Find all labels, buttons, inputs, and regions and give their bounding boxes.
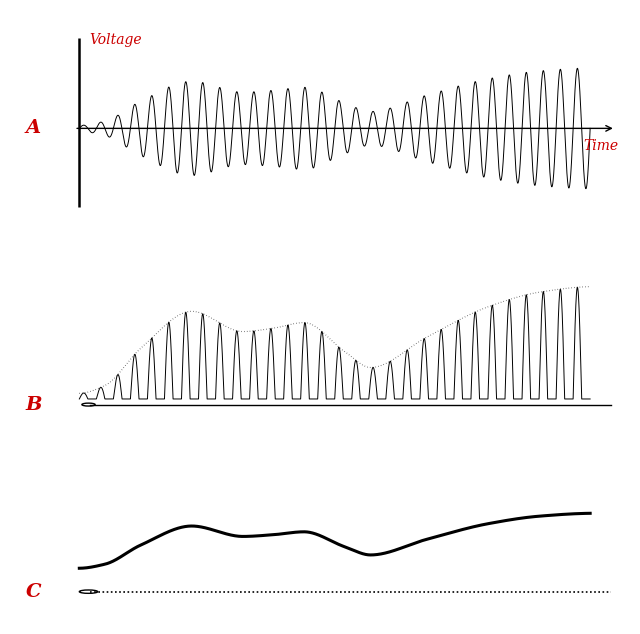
Text: B: B [25,396,42,413]
Text: Voltage: Voltage [90,33,142,47]
Text: A: A [26,119,41,138]
Text: C: C [26,583,41,600]
Text: Time: Time [583,139,618,153]
